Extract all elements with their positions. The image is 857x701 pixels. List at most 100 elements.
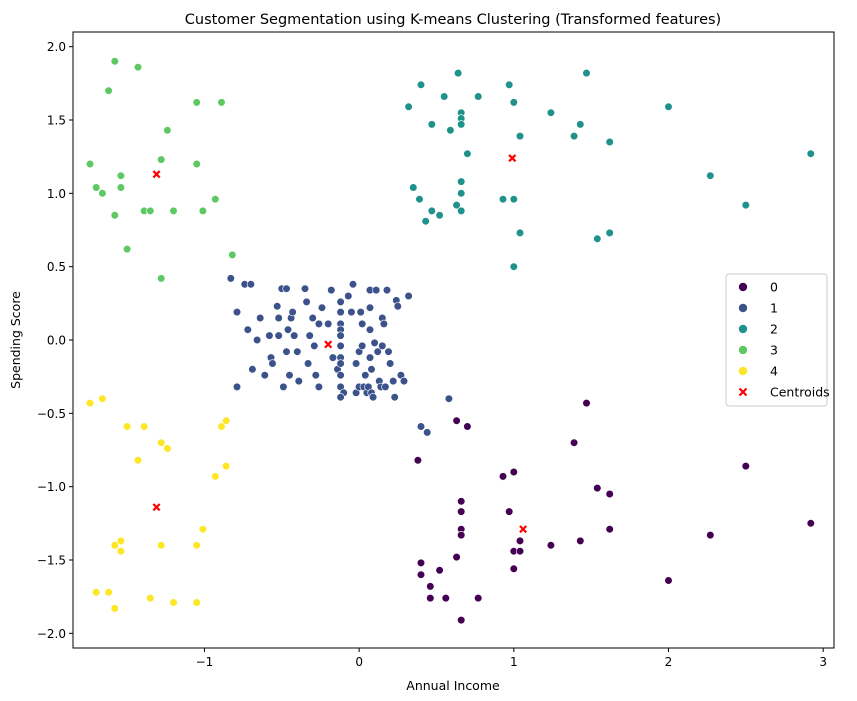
data-point-cluster-2 (576, 120, 585, 129)
data-point-cluster-1 (382, 286, 392, 295)
data-point-cluster-1 (314, 319, 324, 329)
data-point-cluster-3 (169, 206, 178, 215)
data-point-cluster-2 (569, 132, 579, 141)
data-point-cluster-1 (283, 325, 293, 334)
y-tick-label: −1.5 (37, 554, 66, 568)
data-point-cluster-1 (232, 308, 242, 317)
data-point-cluster-1 (404, 291, 413, 301)
data-point-cluster-1 (310, 341, 319, 351)
data-point-cluster-0 (457, 530, 466, 540)
data-point-cluster-0 (474, 593, 483, 603)
data-point-cluster-1 (232, 382, 242, 392)
data-point-cluster-2 (664, 102, 673, 111)
data-point-cluster-1 (416, 422, 426, 431)
data-point-cluster-1 (336, 393, 345, 402)
data-point-cluster-2 (509, 98, 518, 107)
centroid-marker (152, 503, 161, 512)
data-point-cluster-1 (327, 286, 336, 295)
data-point-cluster-0 (546, 541, 556, 550)
data-point-cluster-3 (198, 206, 207, 215)
data-point-cluster-1 (226, 274, 235, 283)
centroid-marker (324, 340, 333, 349)
data-point-cluster-1 (294, 377, 303, 386)
y-tick-label: 0.0 (47, 334, 66, 348)
data-point-cluster-1 (361, 371, 370, 380)
data-point-cluster-1 (348, 280, 358, 289)
data-point-cluster-1 (336, 308, 345, 317)
centroid-marker (519, 525, 528, 534)
y-tick-label: 1.0 (47, 187, 66, 201)
data-point-cluster-2 (515, 132, 525, 141)
data-point-cluster-1 (288, 308, 297, 317)
legend-marker-cluster-2 (738, 324, 748, 334)
data-point-cluster-2 (457, 189, 466, 198)
data-point-cluster-1 (423, 428, 432, 437)
data-point-cluster-2 (515, 228, 525, 237)
data-point-cluster-0 (605, 525, 614, 534)
data-point-cluster-1 (314, 382, 324, 392)
data-point-cluster-0 (509, 467, 518, 477)
data-point-cluster-2 (741, 201, 750, 210)
data-point-cluster-2 (409, 183, 418, 192)
data-point-cluster-0 (463, 422, 472, 431)
data-point-cluster-2 (404, 102, 413, 111)
data-point-cluster-3 (157, 274, 166, 283)
data-point-cluster-1 (279, 382, 288, 392)
data-point-cluster-1 (367, 365, 376, 374)
legend-label-cluster-1: 1 (770, 301, 778, 316)
data-point-cluster-2 (457, 120, 466, 129)
y-tick-label: 1.5 (47, 114, 66, 128)
data-point-cluster-1 (336, 341, 345, 351)
data-point-cluster-4 (116, 536, 125, 546)
data-point-cluster-4 (157, 438, 166, 447)
data-point-cluster-1 (274, 331, 283, 340)
data-point-cluster-3 (122, 245, 132, 254)
data-point-cluster-0 (741, 462, 750, 471)
data-point-cluster-2 (509, 195, 518, 204)
data-point-cluster-0 (515, 547, 525, 556)
data-point-cluster-3 (85, 159, 95, 169)
data-point-cluster-1 (381, 382, 390, 392)
data-point-cluster-0 (605, 489, 614, 499)
data-point-cluster-1 (290, 331, 299, 340)
x-tick-label: 3 (819, 655, 827, 669)
data-point-cluster-1 (365, 303, 375, 312)
legend-marker-cluster-0 (738, 282, 748, 292)
data-point-cluster-4 (116, 547, 125, 556)
data-point-cluster-1 (336, 359, 345, 368)
data-point-cluster-2 (446, 126, 455, 135)
data-point-cluster-0 (706, 530, 715, 540)
data-point-cluster-0 (457, 507, 466, 516)
data-point-cluster-3 (98, 189, 107, 198)
data-point-cluster-2 (605, 228, 614, 237)
data-point-cluster-2 (457, 206, 466, 215)
data-point-cluster-4 (146, 593, 155, 603)
data-point-cluster-4 (217, 422, 226, 431)
data-point-cluster-1 (285, 371, 294, 380)
data-point-cluster-1 (336, 331, 345, 340)
data-point-cluster-1 (373, 347, 382, 356)
data-point-cluster-0 (569, 438, 579, 447)
data-point-cluster-2 (452, 201, 461, 210)
y-tick-label: 0.5 (47, 260, 66, 274)
data-point-cluster-4 (163, 444, 172, 453)
data-point-cluster-1 (273, 302, 282, 311)
data-point-cluster-1 (372, 286, 381, 295)
data-point-cluster-3 (192, 159, 201, 169)
legend-box (725, 273, 828, 407)
data-point-cluster-2 (806, 149, 815, 158)
data-point-cluster-1 (369, 393, 378, 402)
data-point-cluster-0 (498, 472, 508, 481)
legend-label-cluster-2: 2 (770, 322, 778, 337)
y-tick-label: −1.0 (37, 480, 66, 494)
data-point-cluster-0 (416, 570, 426, 579)
data-point-cluster-1 (444, 394, 454, 403)
data-point-cluster-1 (358, 341, 367, 351)
data-point-cluster-1 (260, 371, 269, 380)
data-point-cluster-0 (413, 456, 423, 465)
legend-label-cluster-4: 4 (770, 364, 778, 379)
data-point-cluster-3 (110, 211, 119, 220)
data-point-cluster-0 (582, 399, 591, 408)
x-tick-label: −1 (196, 655, 214, 669)
data-point-cluster-0 (452, 416, 461, 425)
